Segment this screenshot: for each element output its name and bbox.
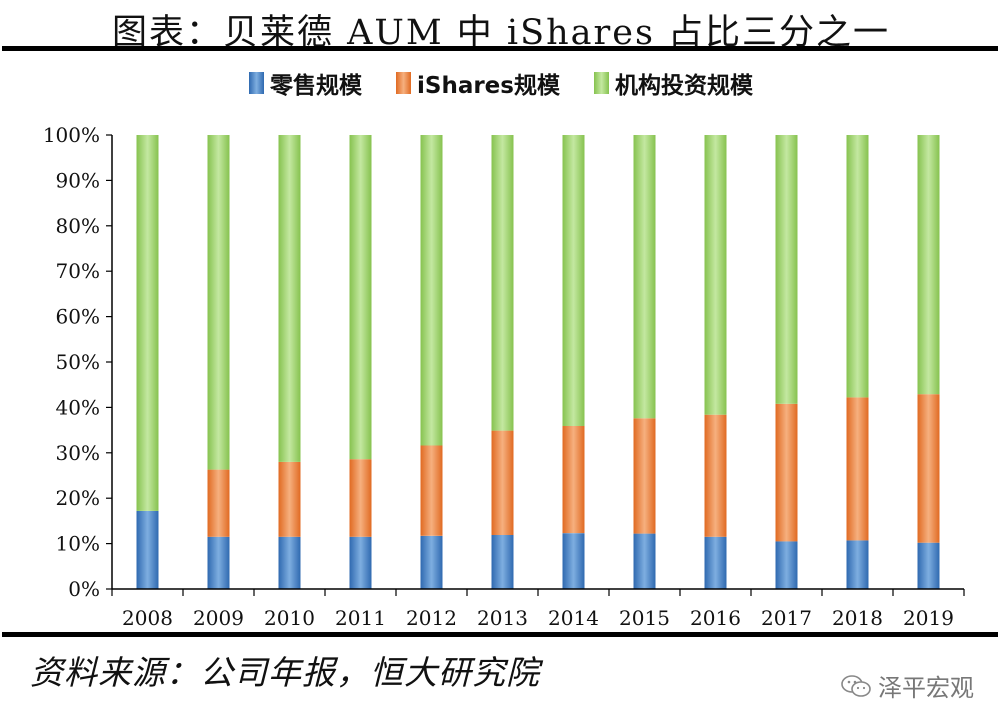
bar-segment-2013-s1 [491,430,514,535]
x-tick-label-2013: 2013 [477,606,528,630]
x-tick-label-2018: 2018 [832,606,883,630]
bar-segment-2008-s0 [136,510,159,589]
bar-segment-2011-s2 [349,135,372,460]
x-tick-label-2010: 2010 [264,606,315,630]
x-tick-label-2011: 2011 [335,606,386,630]
y-tick-label-0pct: 0% [68,577,100,601]
legend-item-ishares: iShares规模 [396,66,560,100]
bar-segment-2014-s2 [562,135,585,426]
y-tick-label-20pct: 20% [56,486,100,510]
bar-segment-2009-s2 [207,135,230,470]
bar-segment-2014-s1 [562,426,585,534]
bar-segment-2011-s0 [349,536,372,589]
legend-item-institutional: 机构投资规模 [593,66,753,100]
stacked-bar-chart: 2008 2009 2010 2011 2012 2013 2014 2015 2016 2017… [43,123,965,630]
bar-segment-2010-s1 [278,461,301,537]
bar-segment-2008-s2 [136,135,159,511]
bar-segment-2018-s2 [846,135,869,398]
x-tick-label-2017: 2017 [761,606,812,630]
bar-segment-2014-s0 [562,533,585,589]
bar-segment-2015-s0 [633,533,656,589]
y-tick-label-70pct: 70% [56,259,100,283]
bar-segment-2013-s0 [491,535,514,589]
bar-segment-2010-s2 [278,135,301,462]
legend-swatch-institutional [593,72,609,94]
bar-segment-2017-s0 [775,541,798,589]
bar-segment-2018-s0 [846,540,869,589]
watermark: 泽平宏观 [840,668,974,703]
y-tick-label-40pct: 40% [56,395,100,419]
y-tick-label-30pct: 30% [56,441,100,465]
bar-segment-2012-s1 [420,445,443,536]
bar-segment-2015-s2 [633,135,656,419]
bottom-rule [2,632,998,637]
bar-segment-2016-s0 [704,536,727,589]
bar-segment-2019-s0 [917,542,940,589]
top-rule [2,46,998,51]
x-tick-label-2015: 2015 [619,606,670,630]
legend-swatch-ishares [396,72,411,94]
bar-segment-2019-s1 [917,394,940,543]
bar-segment-2012-s2 [420,135,443,446]
bar-segment-2019-s2 [917,135,940,395]
x-tick-label-2019: 2019 [903,606,954,630]
y-tick-label-10pct: 10% [56,532,100,556]
bar-segment-2016-s2 [704,135,727,415]
source-note: 资料来源：公司年报，恒大研究院 [30,653,540,692]
wechat-icon [841,674,871,697]
bar-segment-2016-s1 [704,414,727,537]
y-tick-label-90pct: 90% [56,168,100,192]
legend-item-retail: 零售规模 [249,66,362,100]
watermark-text: 泽平宏观 [878,674,974,702]
x-tick-label-2009: 2009 [193,606,244,630]
bars-layer [136,135,940,589]
bar-segment-2015-s1 [633,418,656,534]
y-tick-label-100pct: 100% [43,123,100,147]
legend-label-retail: 零售规模 [270,73,362,99]
bar-segment-2013-s2 [491,135,514,431]
x-tick-label-2016: 2016 [690,606,741,630]
axes-layer: 2008 2009 2010 2011 2012 2013 2014 2015 2016 2017… [43,123,965,630]
legend-label-ishares: iShares规模 [417,73,560,99]
bar-segment-2012-s0 [420,535,443,589]
y-tick-label-60pct: 60% [56,305,100,329]
legend: 零售规模 iShares规模 机构投资规模 [0,66,1002,100]
x-tick-label-2014: 2014 [548,606,599,630]
bar-segment-2010-s0 [278,536,301,589]
legend-swatch-retail [249,72,264,94]
bar-segment-2011-s1 [349,459,372,537]
y-tick-label-50pct: 50% [56,350,100,374]
bar-segment-2009-s1 [207,469,230,537]
bar-segment-2017-s1 [775,403,798,542]
bar-segment-2009-s0 [207,536,230,589]
x-tick-label-2008: 2008 [122,606,173,630]
legend-label-institutional: 机构投资规模 [614,73,753,99]
y-tick-label-80pct: 80% [56,214,100,238]
bar-segment-2017-s2 [775,135,798,404]
bar-segment-2018-s1 [846,397,869,541]
x-tick-label-2012: 2012 [406,606,457,630]
